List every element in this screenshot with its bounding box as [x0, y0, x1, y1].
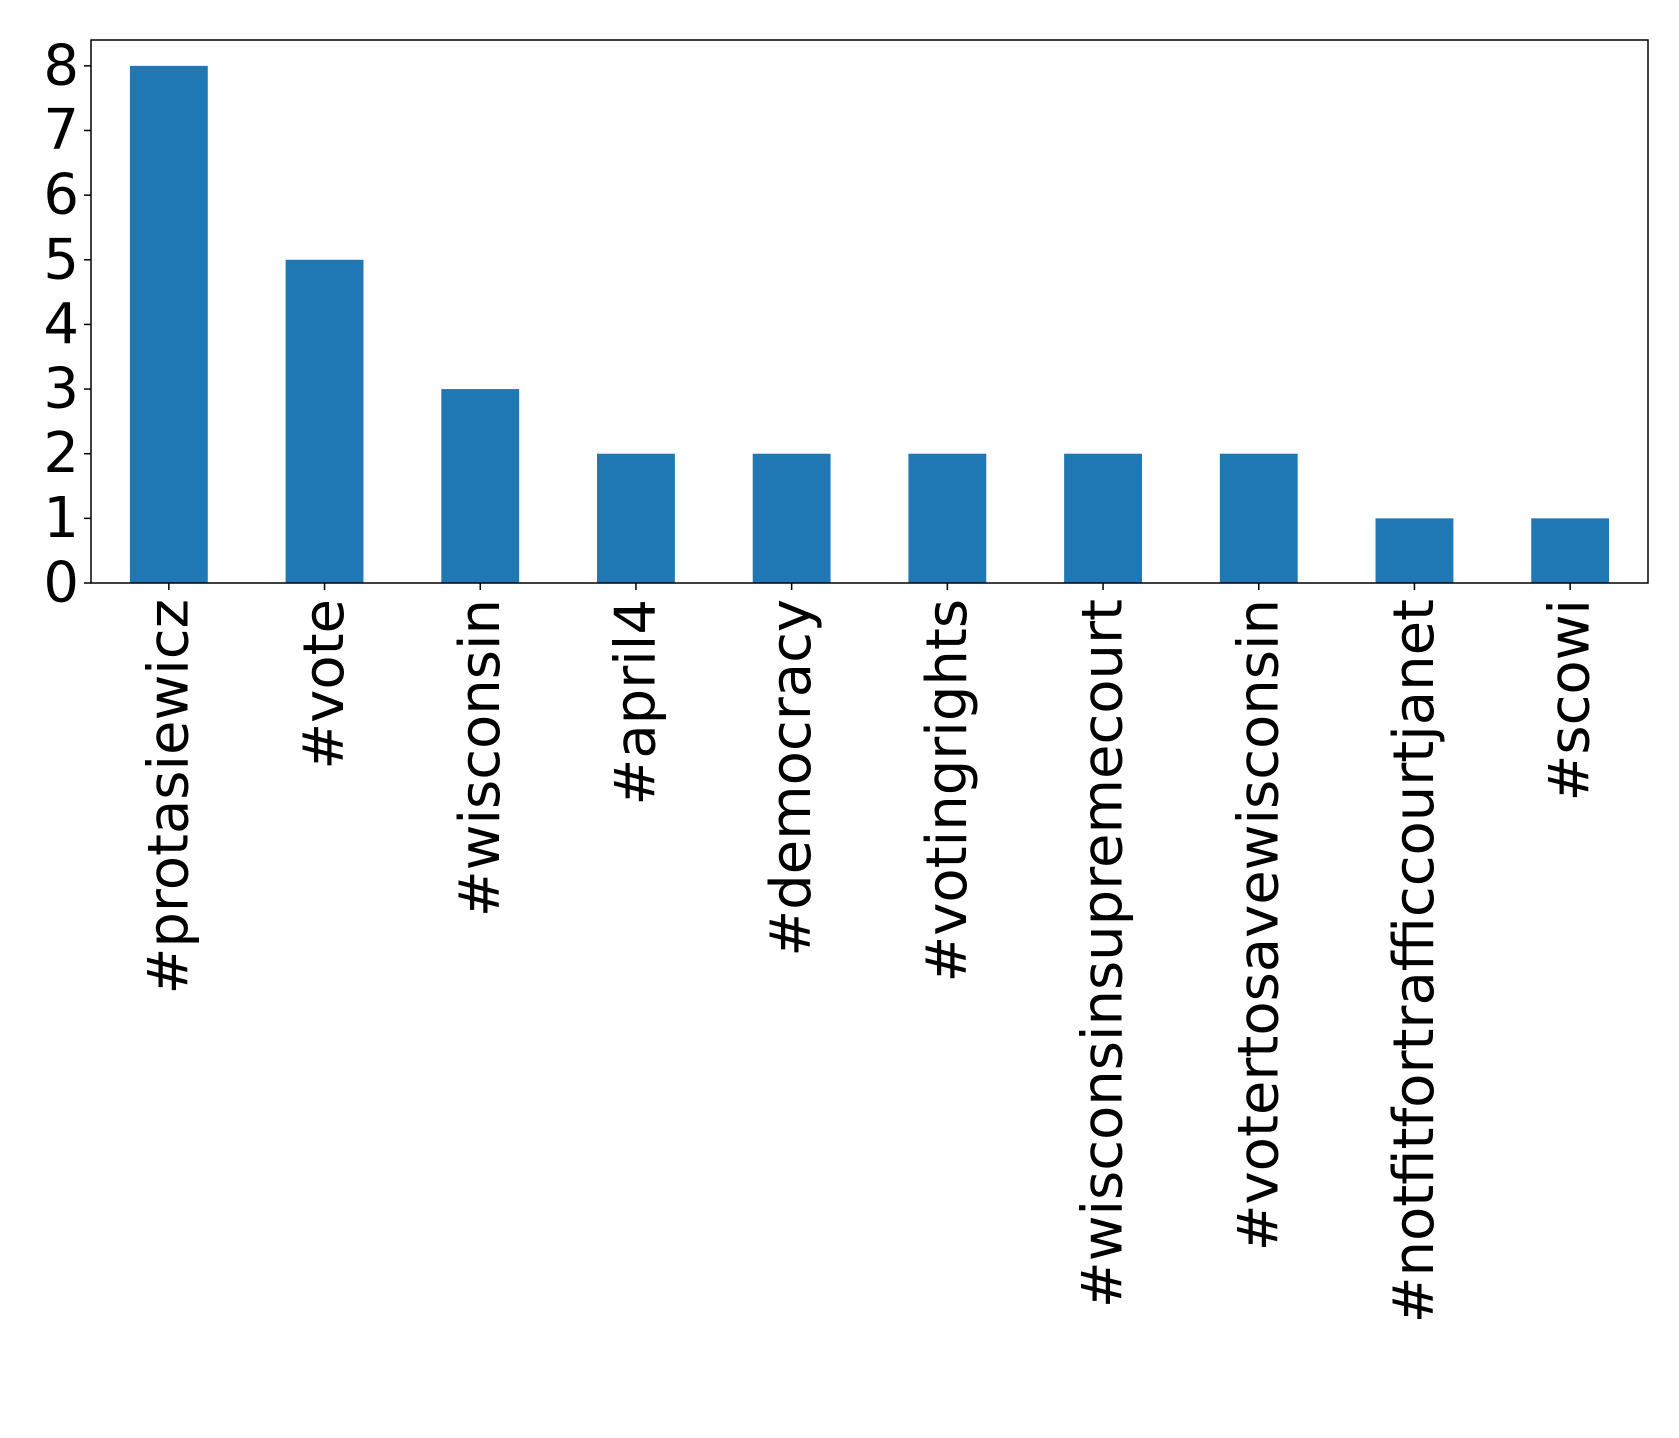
y-tick-label: 2: [43, 421, 79, 486]
y-tick-label: 0: [43, 551, 79, 616]
y-tick-label: 5: [43, 227, 79, 292]
bar: [908, 453, 987, 583]
bar: [285, 259, 364, 583]
bar: [1375, 518, 1454, 583]
y-tick-label: 8: [43, 33, 79, 98]
x-tick-label: #democracy: [759, 599, 824, 957]
y-tick-label: 1: [43, 486, 79, 551]
x-tick-label: #scowi: [1538, 599, 1603, 802]
x-tick-label: #wisconsinsupremecourt: [1071, 599, 1136, 1308]
y-tick-label: 3: [43, 357, 79, 422]
bar: [1531, 518, 1610, 583]
x-tick-label: #vote: [292, 599, 357, 770]
x-tick-label: #notfitfortrafficcourtjanet: [1382, 599, 1447, 1323]
plot-frame: [90, 39, 1649, 584]
bar: [441, 389, 520, 583]
x-tick-label: #wisconsin: [448, 599, 513, 917]
bar: [597, 453, 675, 583]
x-tick-label: #protasiewicz: [136, 599, 201, 995]
x-axis: #protasiewicz #vote #wisconsin #april4 #demo…: [136, 583, 1603, 1323]
bar: [752, 453, 831, 583]
bar: [1064, 453, 1142, 583]
bars-group: [129, 65, 1610, 584]
x-tick-label: #april4: [603, 599, 668, 806]
x-tick-label: #votertosavewisconsin: [1226, 599, 1291, 1251]
bar: [129, 65, 208, 584]
bar: [1219, 453, 1298, 583]
y-tick-label: 7: [43, 98, 79, 163]
y-tick-label: 4: [43, 292, 79, 357]
x-tick-label: #votingrights: [915, 599, 980, 983]
y-tick-label: 6: [43, 163, 79, 228]
